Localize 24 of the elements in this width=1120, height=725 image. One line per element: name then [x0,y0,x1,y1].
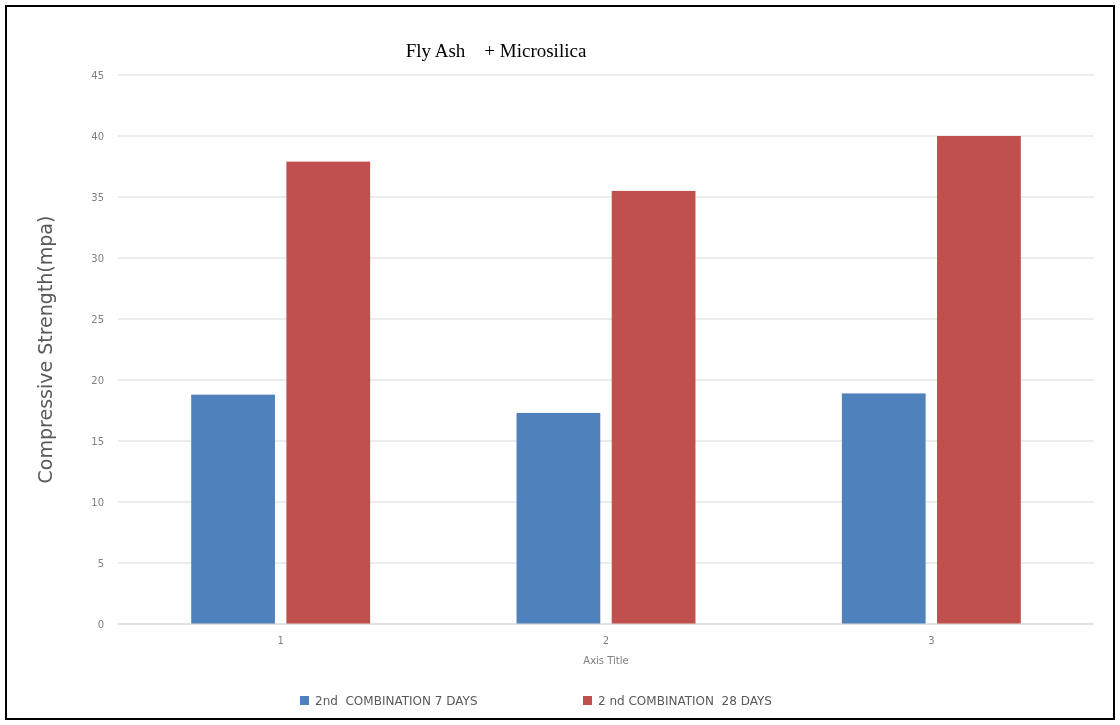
y-axis-title: Compressive Strength(mpa) [34,215,56,484]
x-tick-label: 1 [277,635,284,646]
y-tick-label: 0 [97,618,104,630]
bar [286,161,371,624]
bar [841,393,926,624]
y-tick-label: 45 [91,69,104,81]
y-tick-label: 35 [91,191,104,203]
y-tick-label: 40 [91,130,104,142]
bar [516,412,601,624]
x-tick-label: 2 [602,635,610,646]
y-tick-label: 10 [91,496,104,508]
legend-label: 2nd COMBINATION 7 DAYS [315,693,478,708]
bar [937,136,1021,624]
x-tick-label: 3 [928,635,935,646]
legend-label: 2 nd COMBINATION 28 DAYS [598,693,772,708]
y-tick-label: 20 [91,374,104,386]
x-axis-title: Axis Title [583,655,629,666]
y-tick-label: 25 [91,313,104,325]
y-tick-label: 30 [91,252,104,264]
y-tick-label: 15 [91,435,104,447]
chart-title: Fly Ash + Microsilica [405,40,587,61]
bar [191,394,275,624]
y-tick-label: 5 [97,557,104,569]
bar [611,190,696,624]
